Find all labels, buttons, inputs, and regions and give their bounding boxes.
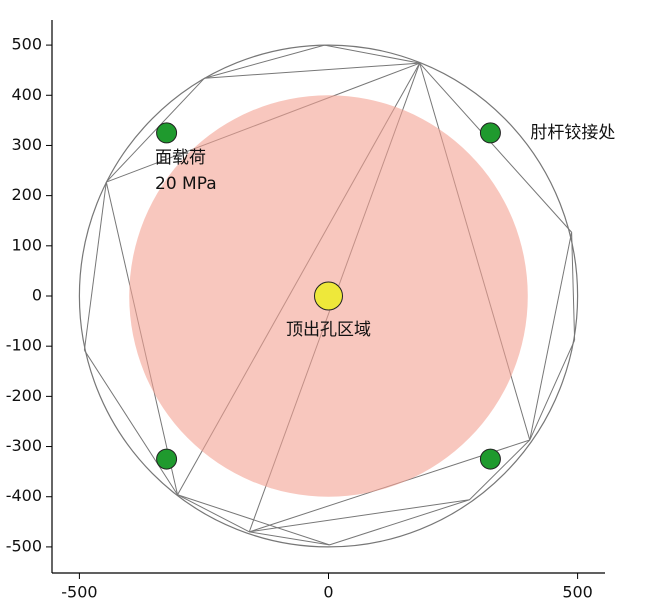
mesh-edge <box>249 499 470 533</box>
y-tick-label: 200 <box>11 185 42 204</box>
boundary <box>78 44 579 548</box>
y-tick-label: 0 <box>32 285 42 304</box>
mesh-edge <box>105 77 205 183</box>
mesh-edge <box>419 62 572 233</box>
y-tick-label: -400 <box>6 486 42 505</box>
y-tick-label: -300 <box>6 436 42 455</box>
mesh-edge <box>571 232 576 341</box>
mesh-edge <box>177 494 330 546</box>
mesh-edge <box>329 499 470 546</box>
x-tick-label: 500 <box>562 583 593 602</box>
y-tick-label: -500 <box>6 536 42 555</box>
mesh-edge <box>469 439 531 501</box>
point <box>479 122 501 144</box>
point <box>479 448 501 470</box>
legend-label: 顶出孔区域 <box>286 320 371 340</box>
x-tick-label: -500 <box>61 583 97 602</box>
mesh-edge <box>529 339 576 441</box>
legend-label: 肘杆铰接处 <box>530 123 615 143</box>
y-tick-label: -100 <box>6 336 42 355</box>
mesh-edge <box>529 232 573 441</box>
x-tick-label: 0 <box>323 583 333 602</box>
y-tick-label: 100 <box>11 235 42 254</box>
region-label: 面载荷 <box>155 148 206 168</box>
mesh-edge <box>177 494 250 533</box>
mesh-edge <box>204 62 420 79</box>
y-tick-label: 300 <box>11 135 42 154</box>
mesh-edge <box>83 182 107 351</box>
y-tick-label: -200 <box>6 386 42 405</box>
mesh-edge <box>83 349 178 495</box>
mesh-edge <box>204 44 325 79</box>
point <box>156 122 178 144</box>
mesh-edge <box>324 44 420 64</box>
y-tick-label: 400 <box>11 85 42 104</box>
point <box>314 281 343 311</box>
region-label: 20 MPa <box>155 174 217 194</box>
point <box>156 448 178 470</box>
y-tick-label: 500 <box>11 35 42 54</box>
mesh-edge <box>249 531 330 546</box>
